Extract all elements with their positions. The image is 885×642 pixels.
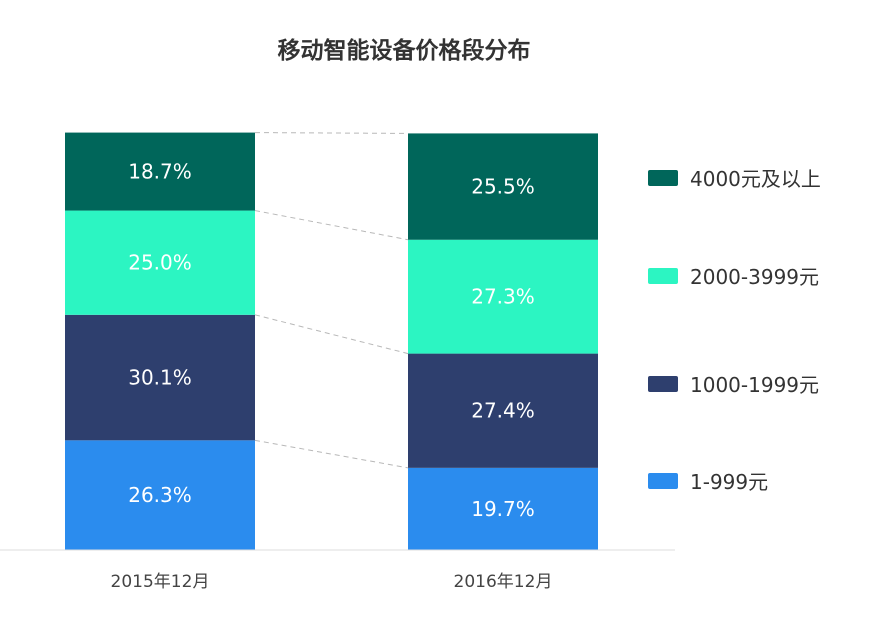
legend-swatch	[648, 170, 678, 186]
bar-segment	[408, 467, 598, 550]
data-label: 27.4%	[471, 399, 535, 423]
x-tick-label: 2016年12月	[454, 572, 553, 592]
connector-line	[254, 314, 409, 355]
bar-segment	[65, 132, 255, 211]
bar-segment	[408, 239, 598, 354]
x-tick-label: 2015年12月	[111, 572, 210, 592]
legend-swatch	[648, 473, 678, 489]
legend-swatch	[648, 268, 678, 284]
x-axis-tick-labels: 2015年12月 2016年12月	[111, 572, 553, 592]
legend-label: 1-999元	[690, 470, 768, 494]
legend-swatch	[648, 376, 678, 392]
data-label: 30.1%	[128, 366, 192, 390]
legend-label: 1000-1999元	[690, 373, 819, 397]
data-label: 27.3%	[471, 285, 535, 309]
connector-lines	[254, 132, 409, 469]
bar-segment	[408, 353, 598, 468]
bar-segment	[408, 133, 598, 240]
connector-line	[254, 439, 409, 469]
legend: 4000元及以上 2000-3999元 1000-1999元 1-999元	[648, 167, 821, 494]
data-label: 26.3%	[128, 483, 192, 507]
data-label: 18.7%	[128, 160, 192, 184]
connector-line	[254, 132, 409, 134]
bar-stacks: 26.3% 30.1% 25.0% 18.7% 19.7% 27.4% 27.3% 25.5%	[65, 132, 598, 550]
data-label: 25.0%	[128, 251, 192, 275]
legend-label: 4000元及以上	[690, 167, 821, 191]
chart-title: 移动智能设备价格段分布	[278, 37, 531, 64]
data-label: 19.7%	[471, 497, 535, 521]
bar-segment	[65, 210, 255, 315]
connector-line	[254, 210, 409, 241]
bar-segment	[65, 314, 255, 441]
legend-label: 2000-3999元	[690, 265, 819, 289]
data-label: 25.5%	[471, 175, 535, 199]
bar-segment	[65, 440, 255, 550]
